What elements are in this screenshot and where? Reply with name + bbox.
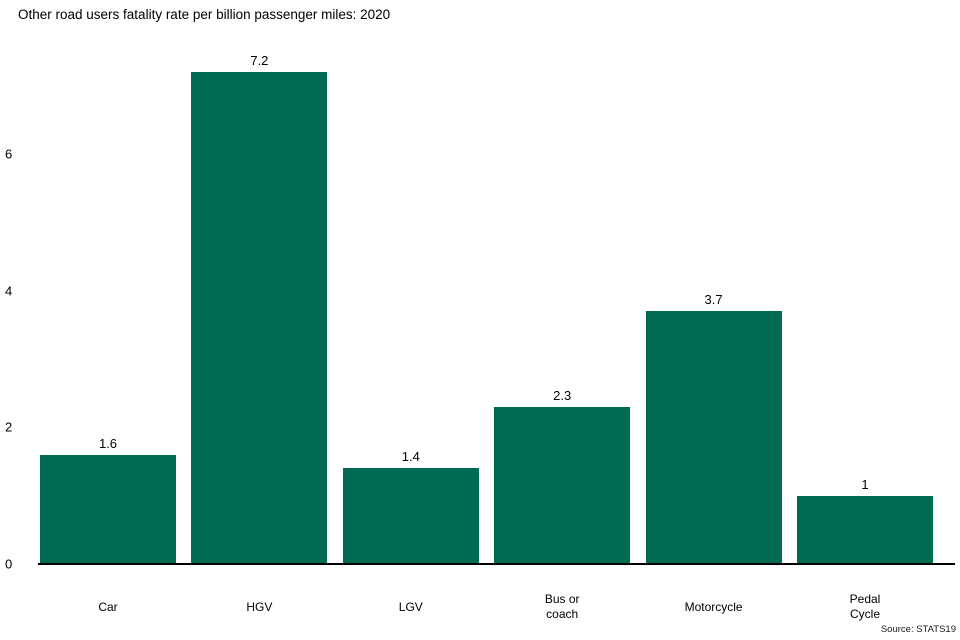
bar-value-label: 1.6 [98,435,118,451]
x-axis-category-label: Bus or coach [544,592,580,621]
x-axis-category-label: LGV [398,599,423,614]
bar-car [40,454,176,564]
chart-title: Other road users fatality rate per billi… [18,7,391,22]
bar-value-label: 1.4 [401,449,420,465]
bar-motorcycle [645,311,782,564]
y-tick-label: 6 [5,146,13,162]
bar-pedal-cycle [797,495,933,564]
x-axis-line [38,563,955,565]
y-tick-label: 4 [5,283,13,299]
bar-bus-or-coach [494,406,631,564]
bar-value-label: 2.3 [553,387,572,403]
bar-lgv [342,468,479,564]
x-axis-category-label: Motorcycle [684,599,743,614]
x-axis-category-label: Car [98,599,118,614]
y-tick-label: 0 [5,556,13,572]
bar-value-label: 7.2 [250,53,269,69]
x-axis-category-label: Pedal Cycle [849,592,881,621]
x-axis-category-label: HGV [246,599,273,614]
bar-hgv [191,72,328,564]
y-tick-label: 2 [5,419,13,435]
bar-value-label: 3.7 [704,292,723,308]
source-note: Source: STATS19 [880,624,956,635]
bar-value-label: 1 [861,476,869,492]
